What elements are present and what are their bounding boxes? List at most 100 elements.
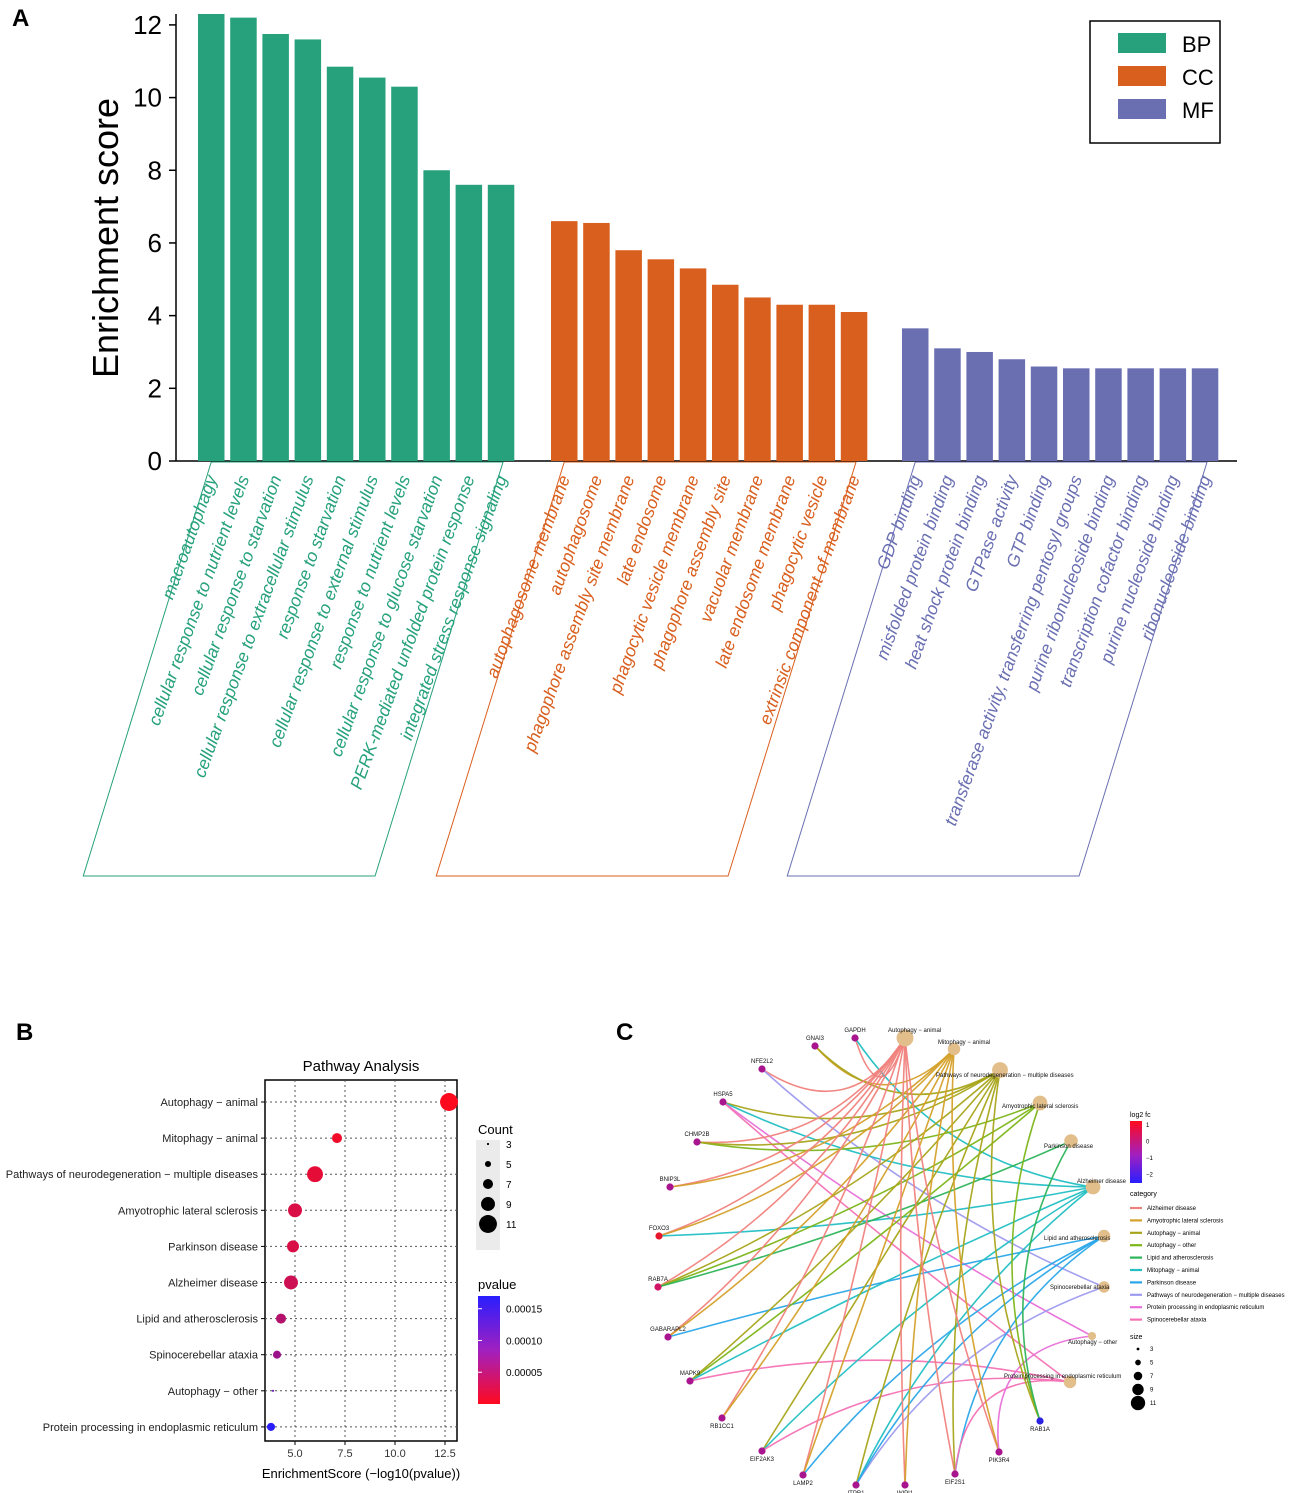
legend-swatch-mf [1118, 99, 1166, 119]
group-bracket-cc [435, 461, 857, 877]
y-tick-label: 2 [148, 373, 162, 403]
network-edge [951, 1048, 1000, 1453]
bar-bp [423, 170, 450, 461]
size-legend-dot [1132, 1383, 1144, 1396]
legend: BP CC MF [1089, 20, 1221, 144]
data-point [287, 1240, 299, 1253]
log2fc-legend-label: 1 [1146, 1123, 1150, 1129]
legend-label: MF [1182, 98, 1214, 123]
gene-node [1036, 1417, 1044, 1425]
gene-node-label: NFE2L2 [751, 1059, 774, 1065]
gene-node [664, 1333, 672, 1341]
category-node [1097, 1229, 1111, 1243]
dot-plot-pathway-analysis: Pathway Analysis EnrichmentScore (−log10… [6, 1058, 543, 1481]
category-node-label: Mitophagy − animal [938, 1040, 990, 1046]
gene-node-label: LAMP2 [793, 1481, 813, 1487]
gene-node [758, 1065, 766, 1073]
gene-node [901, 1481, 909, 1489]
size-legend-dot [1133, 1371, 1143, 1381]
y-tick-label: Spinocerebellar ataxia [149, 1350, 259, 1362]
network-edge [722, 1069, 1001, 1120]
data-point [331, 1133, 343, 1144]
network-edge [658, 1186, 1094, 1237]
network-edge [802, 1037, 906, 1476]
gene-node-label: RAB7A [648, 1277, 668, 1283]
bar-bp [487, 184, 515, 461]
bar-cc [679, 268, 707, 461]
size-legend-dot [1135, 1359, 1141, 1366]
network-edge [689, 1069, 1001, 1382]
bar-bp [391, 86, 418, 462]
data-point [307, 1166, 323, 1183]
network-edge [689, 1359, 1071, 1383]
log2fc-legend-label: −1 [1146, 1156, 1154, 1162]
category-node [1063, 1375, 1077, 1389]
category-legend-label: Pathways of neurodegeneration − multiple… [1147, 1293, 1285, 1299]
network-edge [721, 1048, 955, 1419]
category-node [896, 1029, 914, 1047]
log2fc-legend-bar [1130, 1121, 1142, 1183]
bar-cc [615, 250, 642, 461]
gene-node-label: GNAI3 [806, 1036, 825, 1042]
category-legend-label: Autophagy − other [1147, 1243, 1196, 1249]
size-legend-bg [476, 1140, 500, 1250]
gene-node [654, 1283, 662, 1291]
log2fc-legend-label: 0 [1146, 1140, 1150, 1146]
category-node-label: Spinocerebellar ataxia [1050, 1285, 1110, 1291]
category-legend-label: Mitophagy − animal [1147, 1268, 1199, 1274]
gene-node [851, 1034, 859, 1042]
bar-cc [647, 259, 675, 461]
gene-node [852, 1481, 860, 1489]
network-edge [904, 1048, 955, 1486]
data-point [272, 1350, 282, 1359]
plot-frame [264, 1079, 458, 1442]
network-edge [899, 1037, 906, 1486]
network-edge [855, 1235, 1105, 1486]
bar-bp [359, 77, 386, 461]
network-edge [761, 1186, 1094, 1452]
network-edge [802, 1048, 955, 1476]
group-bracket-bp [82, 461, 504, 877]
gene-node-label: RB1CC1 [710, 1424, 734, 1430]
size-legend-dot [1130, 1395, 1146, 1411]
gene-node-label: FOXO3 [649, 1226, 670, 1232]
bar-mf [966, 351, 993, 461]
network-edge [814, 1045, 955, 1086]
bar-bp [230, 17, 257, 461]
data-point [271, 1389, 275, 1392]
data-point [284, 1275, 298, 1290]
category-legend-label: Alzheimer disease [1147, 1206, 1197, 1212]
category-legend-label: Autophagy − animal [1147, 1231, 1200, 1237]
size-legend-dot [479, 1215, 497, 1233]
gene-node [655, 1232, 663, 1240]
bar-bp [326, 66, 354, 461]
network-edge [669, 1037, 906, 1188]
bar-cc [551, 221, 578, 461]
bar-cc [583, 222, 610, 461]
network-edge [689, 1102, 1041, 1382]
gene-node-label: EIF2S1 [945, 1480, 966, 1486]
category-node-label: Autophagy − other [1068, 1340, 1117, 1346]
category-node-label: Lipid and atherosclerosis [1044, 1236, 1110, 1242]
category-legend-label: Protein processing in endoplasmic reticu… [1147, 1305, 1264, 1311]
category-legend-label: Parkinson disease [1147, 1280, 1197, 1286]
y-tick-label: Parkinson disease [168, 1241, 258, 1253]
gene-node [799, 1471, 807, 1479]
x-tick-label: 7.5 [337, 1448, 352, 1460]
bar-cc [808, 304, 836, 461]
y-tick-label: 8 [148, 155, 162, 185]
network-edge [696, 1069, 1001, 1146]
network-edge [855, 1186, 1094, 1486]
legend-label: BP [1182, 32, 1211, 57]
bar-mf [1127, 368, 1154, 461]
size-legend-label: 9 [1150, 1388, 1154, 1394]
gene-node [811, 1042, 819, 1050]
gene-node [666, 1183, 674, 1191]
network-edge [761, 1377, 1071, 1452]
size-legend-label: 9 [506, 1200, 512, 1211]
size-legend-dot [481, 1197, 495, 1211]
network-edge [954, 1235, 1105, 1475]
network-edge [667, 1048, 955, 1338]
gene-node-label: HSPA5 [713, 1092, 733, 1098]
